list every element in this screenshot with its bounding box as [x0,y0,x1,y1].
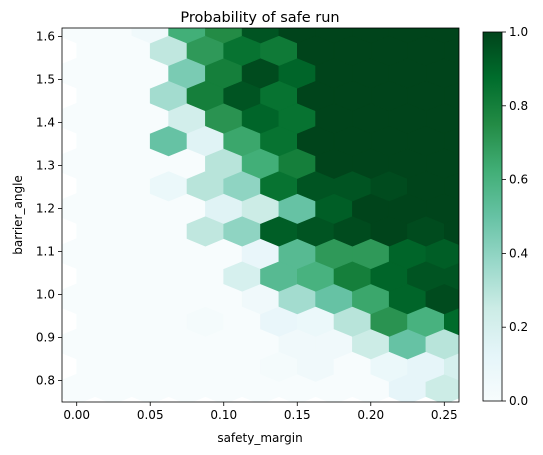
x-tick-label: 0.10 [210,408,237,422]
hex-cell [536,58,543,88]
hex-cell [352,28,390,44]
y-tick-label: 1.4 [36,116,55,130]
hex-cell [518,216,543,246]
x-axis-label: safety_margin [217,431,302,445]
hex-cell [168,28,206,44]
y-tick-label: 1.6 [36,30,55,44]
plot-area-frame [61,27,460,403]
hexbin-cells [62,13,543,402]
colorbar-tick-label: 0.6 [509,173,528,187]
y-axis-label: barrier_angle [11,175,25,255]
hex-cell [518,261,543,291]
y-tick-label: 1.5 [36,73,55,87]
colorbar-tick-label: 0.0 [509,394,528,408]
x-tick-label: 0.05 [137,408,164,422]
hex-cell [536,239,543,269]
y-tick-label: 0.9 [36,331,55,345]
hex-cell [536,13,543,43]
colorbar-tick-label: 0.2 [509,320,528,334]
colorbar-tick-label: 0.4 [509,246,528,260]
y-axis-ticks: 0.8 0.9 1.0 1.1 1.2 1.3 1.4 1.5 1.6 [36,30,62,388]
hex-cell [241,28,280,44]
hex-cell [536,284,543,314]
x-axis-ticks: 0.00 0.05 0.10 0.15 0.20 0.25 [63,402,458,422]
y-tick-label: 1.3 [36,159,55,173]
hex-cell [499,194,536,224]
colorbar: 0.0 0.2 0.4 0.6 0.8 1.0 [482,25,528,408]
colorbar-gradient [482,31,503,402]
hex-cell [518,36,543,66]
hex-cell [278,28,316,44]
chart-title: Probability of safe run [180,10,339,26]
hex-cell [315,28,353,44]
x-tick-label: 0.20 [357,408,384,422]
hex-cell [94,28,133,44]
colorbar-ticks: 0.0 0.2 0.4 0.6 0.8 1.0 [502,25,528,408]
colorbar-tick-label: 1.0 [509,25,528,39]
hex-cell [536,148,543,178]
y-tick-label: 1.0 [36,288,55,302]
y-tick-label: 1.1 [36,245,55,259]
hex-cell [499,284,536,314]
hex-cell [388,28,427,44]
hex-cell [205,28,243,44]
hex-cell [536,194,543,224]
x-tick-label: 0.15 [284,408,311,422]
y-tick-label: 0.8 [36,374,55,388]
x-tick-label: 0.00 [63,408,90,422]
hex-cell [499,58,536,88]
hex-cell [131,28,169,44]
hex-cell [536,103,543,133]
x-tick-label: 0.25 [431,408,458,422]
colorbar-tick-label: 0.8 [509,99,528,113]
hex-cell [62,28,96,44]
hex-cell [518,126,543,156]
y-tick-label: 1.2 [36,202,55,216]
hex-cell [425,28,459,44]
